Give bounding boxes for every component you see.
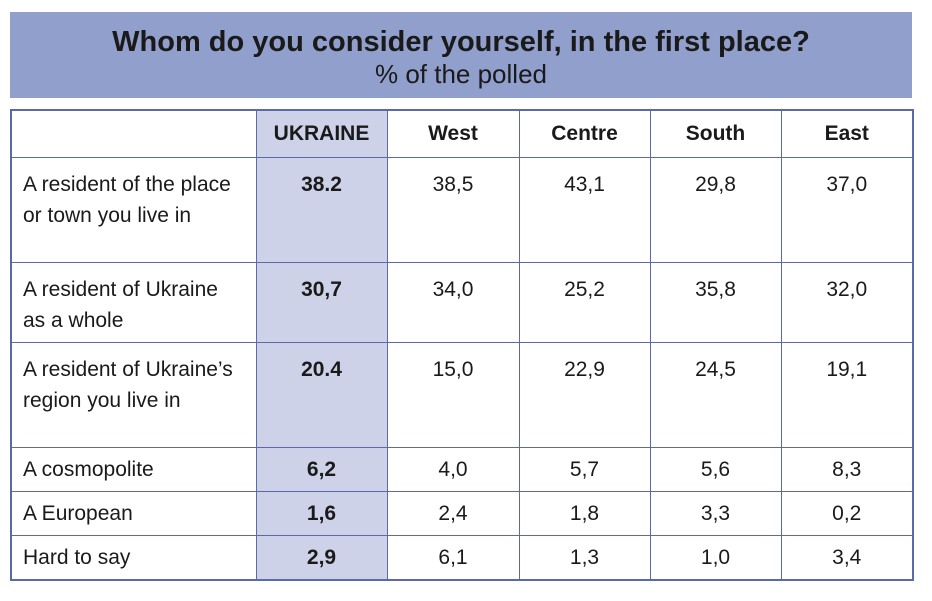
cell-west: 34,0 [386, 262, 520, 343]
cell-south: 1,0 [649, 535, 782, 581]
cell-centre: 22,9 [518, 342, 651, 448]
cell-centre: 1,3 [518, 535, 651, 581]
cell-west: 2,4 [386, 491, 520, 536]
table-title: Whom do you consider yourself, in the fi… [112, 26, 810, 58]
table-row: Hard to say 2,9 6,1 1,3 1,0 3,4 [10, 535, 914, 581]
cell-west: 4,0 [386, 447, 520, 492]
cell-east: 0,2 [780, 491, 914, 536]
row-label: A European [10, 491, 257, 536]
cell-east: 37,0 [780, 157, 914, 263]
cell-east: 3,4 [780, 535, 914, 581]
column-header-south: South [649, 109, 782, 158]
cell-west: 38,5 [386, 157, 520, 263]
cell-east: 8,3 [780, 447, 914, 492]
row-label: A resident of Ukraine’s region you live … [10, 342, 257, 448]
row-label: A resident of the place or town you live… [10, 157, 257, 263]
cell-east: 32,0 [780, 262, 914, 343]
column-header-row: UKRAINE West Centre South East [10, 109, 914, 158]
cell-ukraine: 30,7 [255, 262, 388, 343]
column-header-ukraine: UKRAINE [255, 109, 388, 158]
cell-ukraine: 6,2 [255, 447, 388, 492]
cell-centre: 43,1 [518, 157, 651, 263]
cell-ukraine: 2,9 [255, 535, 388, 581]
cell-centre: 1,8 [518, 491, 651, 536]
table-row: A resident of Ukraine as a whole 30,7 34… [10, 262, 914, 343]
cell-south: 3,3 [649, 491, 782, 536]
column-header-west: West [386, 109, 520, 158]
table-row: A cosmopolite 6,2 4,0 5,7 5,6 8,3 [10, 447, 914, 492]
row-label: A resident of Ukraine as a whole [10, 262, 257, 343]
row-label: Hard to say [10, 535, 257, 581]
cell-south: 24,5 [649, 342, 782, 448]
cell-centre: 25,2 [518, 262, 651, 343]
cell-south: 35,8 [649, 262, 782, 343]
cell-ukraine: 20.4 [255, 342, 388, 448]
cell-west: 6,1 [386, 535, 520, 581]
table-row: A European 1,6 2,4 1,8 3,3 0,2 [10, 491, 914, 536]
cell-south: 29,8 [649, 157, 782, 263]
cell-south: 5,6 [649, 447, 782, 492]
row-label: A cosmopolite [10, 447, 257, 492]
table-row: A resident of Ukraine’s region you live … [10, 342, 914, 448]
cell-west: 15,0 [386, 342, 520, 448]
poll-table: UKRAINE West Centre South East A residen… [10, 109, 914, 581]
cell-centre: 5,7 [518, 447, 651, 492]
cell-ukraine: 38.2 [255, 157, 388, 263]
cell-ukraine: 1,6 [255, 491, 388, 536]
table-header-banner: Whom do you consider yourself, in the fi… [10, 12, 912, 98]
column-header-centre: Centre [518, 109, 651, 158]
column-header-east: East [780, 109, 914, 158]
cell-east: 19,1 [780, 342, 914, 448]
column-header-empty [10, 109, 257, 158]
table-row: A resident of the place or town you live… [10, 157, 914, 263]
table-subtitle: % of the polled [374, 59, 547, 89]
